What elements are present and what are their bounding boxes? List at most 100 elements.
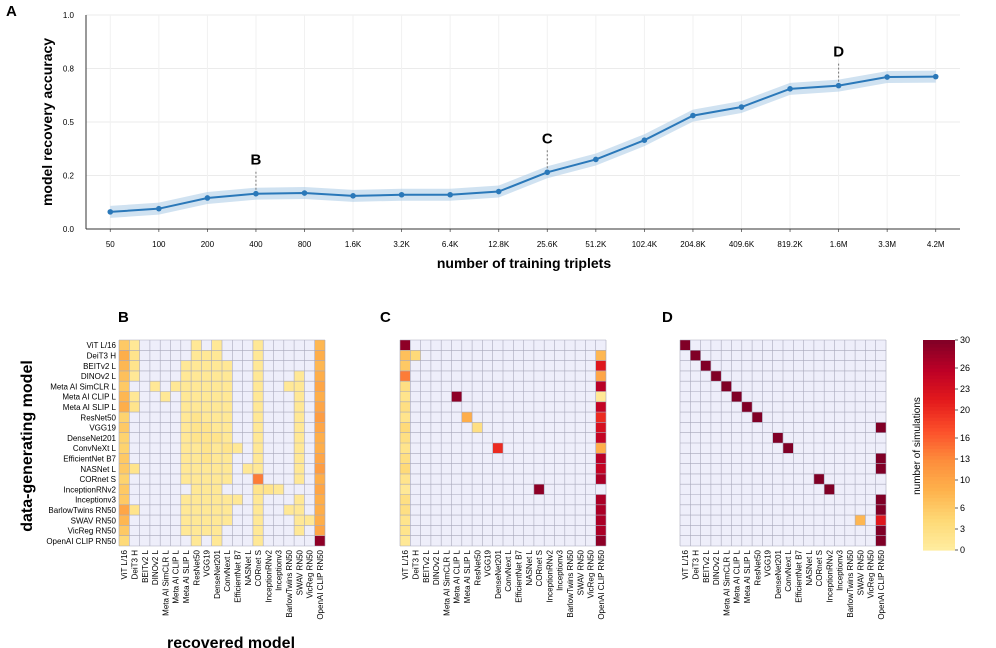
col-label: EfficientNet B7 <box>514 549 523 602</box>
colorbar-tick-label: 26 <box>960 363 970 373</box>
panel-label-d: D <box>662 309 673 326</box>
col-label: Inceptionv3 <box>836 549 845 590</box>
heatmap-cell <box>595 443 606 454</box>
heatmap-cell <box>119 494 130 505</box>
col-label: Meta AI SLIP L <box>743 549 752 603</box>
col-label: ViT L/16 <box>120 549 129 579</box>
heatmap-cell <box>211 463 222 474</box>
colorbar-segment <box>923 455 955 460</box>
heatmap-cell <box>451 391 462 402</box>
heatmap-cell <box>400 350 411 361</box>
colorbar-segment <box>923 466 955 471</box>
colorbar-segment <box>923 350 955 355</box>
heatmap-cell <box>294 463 305 474</box>
heatmap-cell <box>252 412 264 423</box>
row-label: ConvNeXt L <box>73 444 117 453</box>
heatmap-cell <box>180 360 192 371</box>
heatmap-cell <box>400 422 411 433</box>
heatmap-cell <box>191 370 202 382</box>
heatmap-cell <box>294 494 305 505</box>
col-label: Meta AI SimCLR L <box>722 549 731 615</box>
annotation-label: B <box>251 152 262 169</box>
heatmap-cell <box>180 504 192 516</box>
heatmap-cell <box>201 350 212 361</box>
col-label: DeiT3 H <box>130 550 139 580</box>
col-label: ResNet50 <box>192 549 201 585</box>
accuracy-line <box>110 75 936 213</box>
heatmap-cell <box>222 443 233 454</box>
heatmap-cell <box>119 443 130 454</box>
colorbar-tick-label: 10 <box>960 475 970 485</box>
x-tick-label: 25.6K <box>537 240 559 249</box>
colorbar-segment <box>923 441 955 446</box>
col-label: VicReg RN50 <box>306 549 315 598</box>
row-label: Meta AI SimCLR L <box>50 382 116 391</box>
heatmap-cell <box>201 391 212 402</box>
heatmap-cell <box>400 535 411 546</box>
heatmap-cell <box>180 494 192 505</box>
heatmap-cell <box>314 443 325 454</box>
heatmap-cell <box>252 391 264 402</box>
colorbar-tick-label: 23 <box>960 384 970 394</box>
heatmap-cell <box>783 443 794 454</box>
colorbar-segment <box>923 410 955 415</box>
data-point <box>301 190 308 196</box>
heatmap-cell <box>595 535 606 546</box>
confidence-band <box>110 70 936 218</box>
row-label: VGG19 <box>89 424 116 433</box>
x-tick-label: 4.2M <box>927 240 945 249</box>
colorbar-segment <box>923 504 955 509</box>
col-label: BarlowTwins RN50 <box>285 549 294 617</box>
heatmap-cell <box>533 484 545 495</box>
col-label: ConvNext L <box>223 549 232 591</box>
x-tick-label: 409.6K <box>729 240 755 249</box>
heatmap-cell <box>222 473 233 485</box>
x-tick-label: 1.6M <box>830 240 848 249</box>
heatmap-cell <box>119 350 130 361</box>
heatmap-cell <box>180 525 192 536</box>
heatmap-cell <box>191 535 202 546</box>
heatmap-cell <box>252 432 264 443</box>
colorbar-segment <box>923 529 955 534</box>
col-label: DenseNet201 <box>494 549 503 598</box>
heatmap-cell <box>314 515 325 526</box>
colorbar-tick-label: 3 <box>960 524 965 534</box>
col-label: ConvNext L <box>784 549 793 591</box>
colorbar-segment <box>923 371 955 376</box>
col-label: DINOv2 L <box>712 549 721 585</box>
heatmap-cell <box>314 504 325 516</box>
heatmap-cell <box>252 350 264 361</box>
heatmap-cell <box>294 391 305 402</box>
col-label: VGG19 <box>484 549 493 576</box>
heatmap-cell <box>314 350 325 361</box>
heatmap-cell <box>232 494 243 505</box>
row-label: SWAV RN50 <box>71 516 117 525</box>
heatmap-cell <box>595 381 606 392</box>
x-tick-label: 200 <box>201 240 215 249</box>
heatmap-cell <box>180 412 192 423</box>
data-point <box>787 86 793 92</box>
col-label: Meta AI SLIP L <box>182 549 191 603</box>
heatmap-cell <box>690 350 701 361</box>
row-label: BarlowTwins RN50 <box>48 506 116 515</box>
col-label: ResNet50 <box>753 549 762 585</box>
row-label: DINOv2 L <box>81 372 117 381</box>
colorbar-segment <box>923 476 955 481</box>
heatmap-cell <box>752 412 763 423</box>
heatmap-cell <box>242 463 253 474</box>
row-label: ViT L/16 <box>86 341 116 350</box>
heatmap-cell <box>294 381 305 392</box>
row-label: EfficientNet B7 <box>63 454 116 463</box>
heatmap-cell <box>119 422 130 433</box>
heatmap-cell <box>595 412 606 423</box>
row-label: ResNet50 <box>80 413 116 422</box>
heatmap-cell <box>731 391 742 402</box>
heatmap-cell <box>772 432 783 443</box>
colorbar-segment <box>923 459 955 464</box>
heatmap-cell <box>700 360 711 371</box>
col-label: Inceptionv3 <box>556 549 565 590</box>
heatmap-cell <box>180 432 192 443</box>
colorbar-tick-label: 13 <box>960 454 970 464</box>
heatmap-cell <box>211 412 222 423</box>
